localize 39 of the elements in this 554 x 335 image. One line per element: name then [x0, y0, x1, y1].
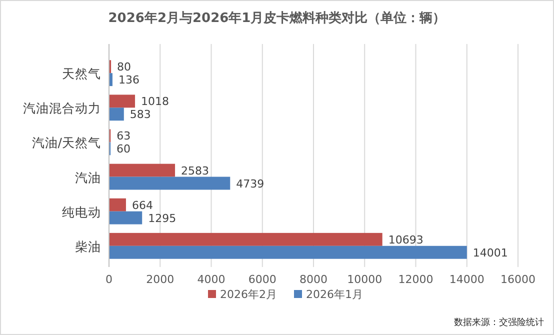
bar — [109, 211, 142, 224]
chart-title: 2026年2月与2026年1月皮卡燃料种类对比（单位：辆） — [108, 10, 446, 26]
x-tick-label: 16000 — [500, 273, 536, 286]
x-tick-label: 4000 — [197, 273, 226, 286]
x-tick-label: 6000 — [248, 273, 276, 286]
data-label: 10693 — [388, 233, 424, 246]
bar — [109, 94, 136, 108]
y-tick-label: 汽油 — [75, 170, 101, 185]
y-tick-label: 汽油混合动力 — [23, 100, 101, 116]
data-label: 136 — [118, 74, 140, 87]
legend-label: 2026年1月 — [306, 288, 363, 301]
y-tick-label: 汽油/天然气 — [32, 135, 101, 150]
bar — [109, 108, 124, 121]
x-tick-label: 8000 — [300, 273, 328, 286]
data-label: 60 — [116, 142, 131, 156]
data-label: 14001 — [472, 246, 508, 260]
y-tick-label: 纯电动 — [62, 204, 101, 220]
data-label: 80 — [117, 60, 132, 74]
data-label: 583 — [130, 108, 151, 122]
bar — [109, 198, 126, 212]
data-label: 1295 — [148, 212, 176, 225]
data-label: 1018 — [141, 95, 170, 108]
bar — [109, 164, 176, 177]
bar — [109, 246, 467, 259]
y-tick-label: 天然气 — [62, 66, 101, 82]
bar — [109, 176, 230, 190]
data-label: 4739 — [236, 177, 264, 190]
data-label: 63 — [116, 130, 131, 143]
source-note: 数据来源：交强险统计 — [454, 317, 544, 328]
legend-label: 2026年2月 — [220, 288, 277, 301]
x-tick-label: 14000 — [449, 273, 484, 286]
y-tick-label: 柴油 — [75, 238, 101, 254]
x-tick-label: 0 — [106, 273, 112, 286]
x-tick-label: 2000 — [146, 273, 174, 286]
x-tick-label: 10000 — [347, 273, 382, 286]
bar — [109, 232, 382, 246]
x-tick-label: 12000 — [398, 273, 434, 286]
data-label: 664 — [132, 198, 153, 212]
data-label: 2583 — [181, 164, 210, 178]
